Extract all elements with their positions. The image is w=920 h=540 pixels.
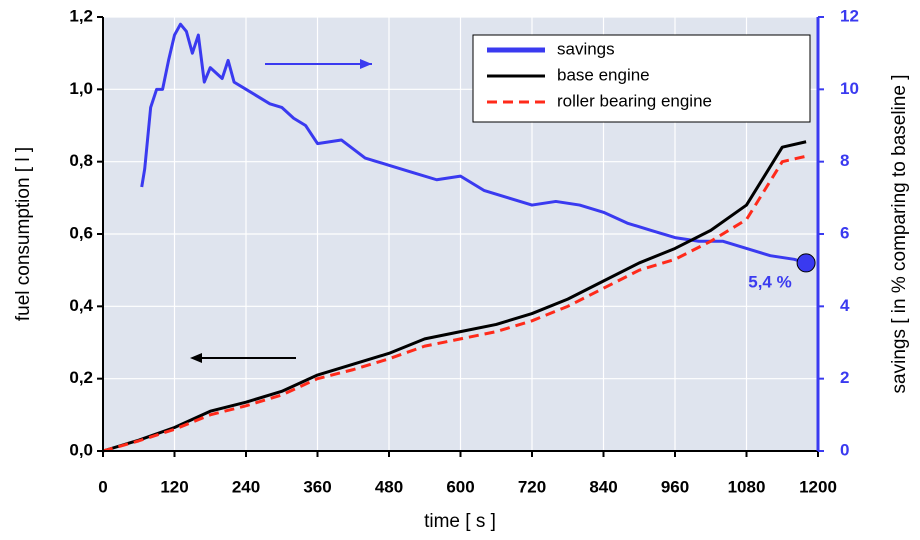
y2-tick-label: 8 [840,151,849,170]
legend-label: roller bearing engine [557,91,712,110]
x-tick-label: 840 [589,477,617,496]
y2-tick-label: 12 [840,6,859,25]
x-tick-label: 360 [303,477,331,496]
legend-label: base engine [557,65,650,84]
y-tick-label: 0,6 [69,223,93,242]
y2-tick-label: 4 [840,296,850,315]
x-tick-label: 120 [160,477,188,496]
x-tick-label: 480 [375,477,403,496]
end-marker [797,254,815,272]
y2-tick-label: 2 [840,368,849,387]
y2-tick-label: 0 [840,440,849,459]
x-tick-label: 1080 [728,477,766,496]
y-tick-label: 1,0 [69,79,93,98]
x-tick-label: 720 [518,477,546,496]
x-tick-label: 240 [232,477,260,496]
x-tick-label: 1200 [799,477,837,496]
y-tick-label: 0,4 [69,296,93,315]
y-axis-title: fuel consumption [ l ] [13,147,34,321]
x-axis-title: time [ s ] [424,511,496,532]
y-tick-label: 0,2 [69,368,93,387]
x-tick-label: 0 [98,477,107,496]
legend-label: savings [557,39,615,58]
x-tick-label: 960 [661,477,689,496]
chart: savingsbase engineroller bearing engine … [0,0,920,540]
y2-axis-title: savings [ in % comparing to baseline ] [889,75,910,394]
y2-tick-label: 6 [840,223,849,242]
y-tick-label: 0,8 [69,151,93,170]
y2-tick-label: 10 [840,79,859,98]
y-tick-label: 0,0 [69,440,93,459]
annotation: 5,4 % [748,272,791,291]
page: {"chart_data": {"type": "line", "xlabel"… [0,0,920,540]
y-tick-label: 1,2 [69,6,93,25]
x-tick-label: 600 [446,477,474,496]
